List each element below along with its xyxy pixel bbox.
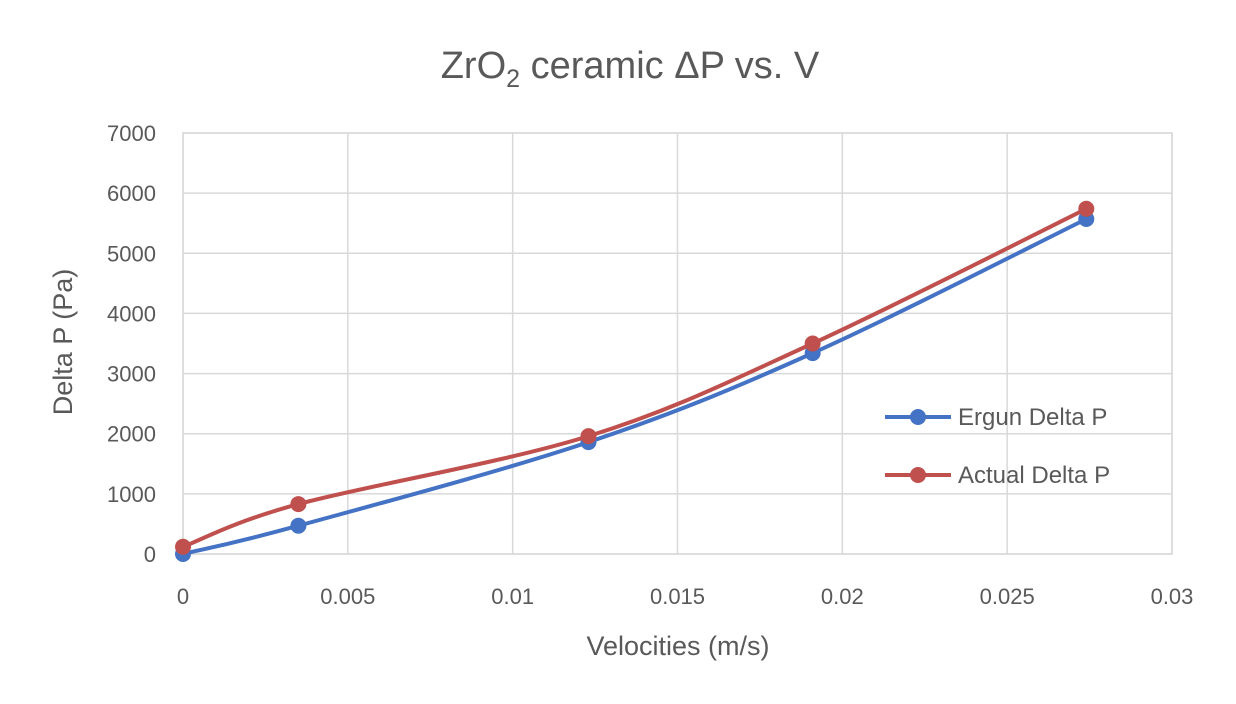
- y-tick-label-0: 0: [144, 542, 156, 567]
- legend-label-ergun-delta-p: Ergun Delta P: [958, 404, 1107, 431]
- x-tick-labels: 0 0.005 0.01 0.015 0.02 0.025 0.03: [177, 584, 1194, 609]
- data-point-actual-delta-p-4: [1078, 200, 1095, 217]
- series-actual-delta-p: [175, 200, 1095, 555]
- data-point-actual-delta-p-3: [804, 335, 821, 352]
- y-tick-label-2: 2000: [107, 422, 156, 447]
- plot-area-border: [182, 132, 1173, 555]
- y-tick-label-1: 1000: [107, 482, 156, 507]
- x-tick-label-4: 0.02: [821, 584, 864, 609]
- chart-title-prefix: ZrO: [441, 45, 506, 87]
- legend-label-actual-delta-p: Actual Delta P: [958, 462, 1110, 489]
- grid-layer: [182, 132, 1173, 555]
- series-line-actual-delta-p: [181, 206, 1089, 549]
- y-tick-labels: 0 1000 2000 3000 4000 5000 6000 7000: [107, 121, 156, 567]
- legend: Ergun Delta P Actual Delta P: [885, 404, 1110, 489]
- series-line-ergun-delta-p: [181, 217, 1089, 556]
- x-tick-label-6: 0.03: [1151, 584, 1194, 609]
- legend-marker-ergun-delta-p: [910, 409, 926, 425]
- y-tick-label-3: 3000: [107, 362, 156, 387]
- chart-title-suffix: ceramic ΔP vs. V: [520, 45, 820, 87]
- x-tick-label-3: 0.015: [650, 584, 705, 609]
- y-tick-label-6: 6000: [107, 181, 156, 206]
- x-tick-label-5: 0.025: [980, 584, 1035, 609]
- x-tick-label-0: 0: [177, 584, 189, 609]
- y-tick-label-7: 7000: [107, 121, 156, 146]
- chart-title-subscript: 2: [506, 65, 520, 93]
- y-tick-label-5: 5000: [107, 241, 156, 266]
- x-axis-label: Velocities (m/s): [586, 631, 769, 661]
- legend-item-actual-delta-p: Actual Delta P: [885, 462, 1110, 489]
- data-point-actual-delta-p-1: [290, 496, 307, 513]
- y-axis-label: Delta P (Pa): [48, 269, 78, 416]
- data-point-actual-delta-p-0: [175, 538, 191, 555]
- x-tick-label-2: 0.01: [491, 584, 534, 609]
- series-layer: [175, 200, 1095, 562]
- chart-title: ZrO2 ceramic ΔP vs. V: [441, 45, 820, 93]
- x-tick-label-1: 0.005: [320, 584, 375, 609]
- y-tick-label-4: 4000: [107, 301, 156, 326]
- legend-item-ergun-delta-p: Ergun Delta P: [885, 404, 1107, 431]
- series-ergun-delta-p: [175, 211, 1095, 562]
- data-point-actual-delta-p-2: [580, 428, 597, 445]
- data-point-ergun-delta-p-1: [290, 517, 307, 534]
- legend-marker-actual-delta-p: [910, 467, 926, 483]
